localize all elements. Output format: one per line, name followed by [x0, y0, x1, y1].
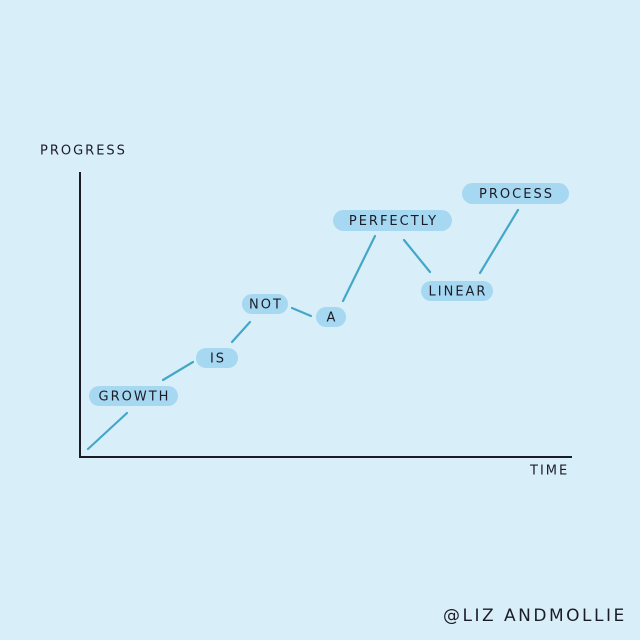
axes: [79, 172, 572, 458]
word-pill: [242, 294, 288, 314]
word-label: GROWTH: [99, 390, 171, 405]
word-label: PROCESS: [479, 187, 554, 202]
word-pill: [196, 348, 238, 368]
word-label: IS: [210, 352, 226, 367]
credit: @LIZ ANDMOLLIE: [443, 606, 627, 626]
x-axis-label: TIME: [529, 464, 569, 479]
y-axis-label: PROGRESS: [40, 144, 127, 159]
word-pill: [333, 210, 452, 231]
word-label: LINEAR: [429, 285, 488, 300]
word-pill: [421, 281, 493, 301]
word-pills: GROWTH IS NOT A PERFECTLY LINEAR PROCESS: [89, 183, 569, 406]
word-pill: [462, 183, 569, 204]
connector: [478, 208, 520, 275]
connectors: [86, 208, 520, 451]
connector: [86, 411, 129, 451]
word-label: NOT: [249, 298, 283, 313]
connector: [230, 320, 252, 344]
word-pill: [316, 307, 346, 327]
word-label: A: [327, 311, 338, 326]
word-pill: [89, 386, 178, 406]
connector: [290, 306, 313, 318]
word-label: PERFECTLY: [349, 214, 438, 229]
connector: [161, 360, 195, 382]
connector: [402, 238, 432, 274]
connector: [341, 234, 377, 303]
